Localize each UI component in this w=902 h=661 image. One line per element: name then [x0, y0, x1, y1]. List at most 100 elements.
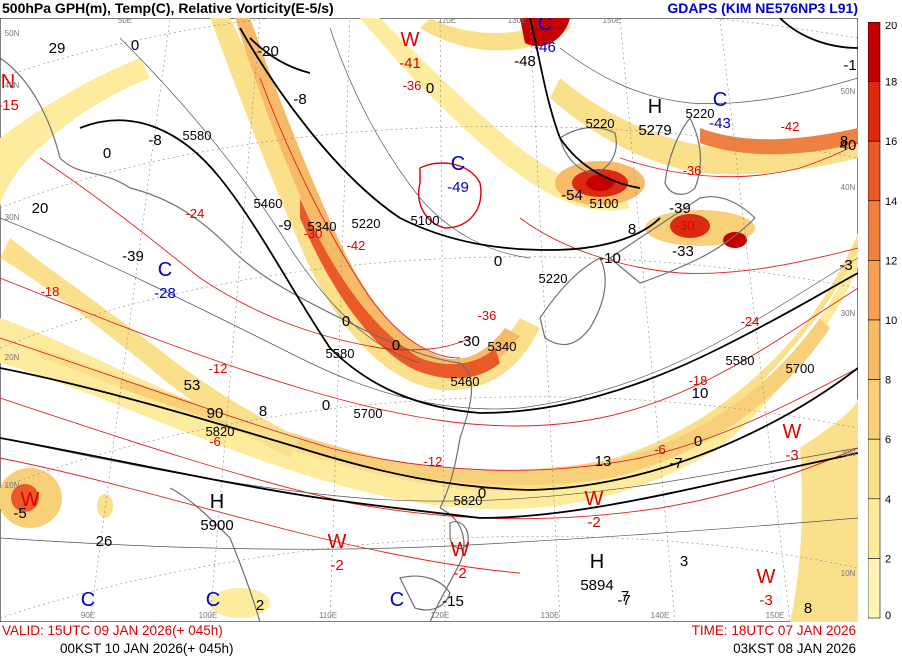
vorticity-value: 3	[680, 553, 688, 570]
colorbar-tick-label: 14	[885, 196, 897, 208]
isotherm-label: -36	[403, 78, 422, 93]
pressure-center-value: 5894	[580, 577, 613, 594]
colorbar-tick-label: 10	[885, 315, 897, 327]
gph-contour-label: 5220	[539, 271, 568, 286]
pressure-center-symbol: C	[713, 89, 727, 111]
colorbar-cell	[868, 260, 881, 321]
longitude-label: 130E	[541, 611, 560, 620]
pressure-center-symbol: W	[585, 488, 604, 510]
longitude-label: 120E	[431, 611, 450, 620]
vorticity-value: -39	[669, 200, 691, 217]
vorticity-value: -9	[278, 217, 291, 234]
vorticity-value: 8	[628, 221, 636, 238]
vorticity-value: 0	[694, 433, 702, 450]
pressure-center-symbol: C	[390, 589, 404, 611]
vorticity-value: 0	[342, 313, 350, 330]
model-name: GDAPS (KIM NE576NP3 L91)	[667, 0, 858, 16]
colorbar-cell	[868, 498, 881, 559]
gph-major-contours	[0, 18, 858, 519]
init-time-utc: TIME: 18UTC 07 JAN 2026	[691, 623, 856, 638]
latitude-label: 10N	[5, 481, 20, 490]
gph-contour-label: 5340	[488, 339, 517, 354]
vorticity-value: -39	[122, 248, 144, 265]
vorticity-value: 8	[840, 133, 848, 150]
vorticity-value: 8	[259, 403, 267, 420]
longitude-label: 110E	[319, 611, 337, 620]
gph-contour-label: 5580	[183, 128, 212, 143]
pressure-center-symbol: C	[538, 18, 552, 35]
colorbar-tick-label: 12	[885, 255, 897, 267]
graticule	[0, 18, 858, 622]
vorticity-value: 0	[392, 337, 400, 354]
colorbar-tick-label: 18	[885, 77, 897, 89]
gph-minor-contours	[0, 27, 858, 550]
pressure-center-symbol: C	[158, 259, 172, 281]
gph-contour-label: 5100	[411, 213, 440, 228]
colorbar-tick-label: 20	[885, 22, 897, 32]
longitude-label: 140E	[651, 611, 670, 620]
pressure-center-value: -3	[785, 447, 798, 464]
isotherm-label: -24	[741, 314, 760, 329]
isotherm-label: -30	[304, 226, 323, 241]
vorticity-value: 0	[494, 253, 502, 270]
valid-time-kst: 00KST 10 JAN 2026(+ 045h)	[60, 641, 234, 656]
vorticity-shading	[0, 18, 858, 622]
longitude-label: 90E	[81, 611, 95, 620]
isotherm-label: -36	[683, 163, 702, 178]
longitude-label: 130E	[508, 18, 527, 25]
isotherm-label: -6	[209, 434, 221, 449]
gph-contour-label: 5580	[726, 353, 755, 368]
pressure-center-symbol: N	[1, 71, 15, 93]
pressure-center-symbol: H	[590, 551, 604, 573]
pressure-center-symbol: W	[451, 539, 470, 561]
longitude-label: 110E	[438, 18, 456, 25]
valid-time-utc: VALID: 15UTC 09 JAN 2026(+ 045h)	[2, 623, 223, 638]
colorbar-cell	[868, 22, 881, 82]
pressure-center-value: -2	[453, 565, 466, 582]
init-time-kst: 03KST 08 JAN 2026	[733, 641, 856, 656]
colorbar-cell	[868, 140, 881, 202]
pressure-center-symbol: W	[401, 29, 420, 51]
pressure-center-symbol: W	[783, 421, 802, 443]
gph-contour-label: 5220	[586, 116, 615, 131]
pressure-center-value: -15	[0, 97, 19, 114]
isotherm-label: -6	[654, 442, 666, 457]
isotherm-label: -12	[209, 361, 228, 376]
gph-contour-label: 5100	[590, 196, 619, 211]
gph-contour-label: 5460	[451, 374, 480, 389]
colorbar-cell	[868, 200, 881, 261]
colorbar-cell	[868, 379, 881, 440]
pressure-center-symbol: H	[210, 491, 224, 513]
vorticity-value: -8	[293, 91, 306, 108]
gph-contour-label: 5820	[454, 493, 483, 508]
vorticity-value: -48	[514, 53, 536, 70]
gph-contour-label: 5700	[354, 406, 383, 421]
latitude-label: 40N	[5, 81, 20, 90]
isotherm-label: -42	[781, 119, 800, 134]
colorbar-tick-label: 4	[885, 494, 891, 506]
vorticity-value: 53	[184, 377, 201, 394]
temperature-isotherms	[0, 77, 858, 574]
pressure-center-value: -28	[154, 285, 176, 302]
vorticity-value: 0	[478, 485, 486, 502]
map-title: 500hPa GPH(m), Temp(C), Relative Vortici…	[2, 0, 334, 16]
isotherm-label: -18	[689, 373, 708, 388]
vorticity-value: -10	[599, 250, 621, 267]
latitude-label: 20N	[841, 449, 856, 458]
vorticity-value: -54	[561, 187, 583, 204]
pressure-center-value: -2	[587, 514, 600, 531]
gph-contour-label: 5340	[308, 219, 337, 234]
pressure-center-symbol: C	[81, 589, 95, 611]
latitude-label: 30N	[5, 213, 20, 222]
pressure-center-symbol: C	[206, 589, 220, 611]
colorbar-cell	[868, 81, 881, 142]
pressure-center-value: -41	[399, 55, 421, 72]
isotherm-label: -30	[676, 218, 695, 233]
pressure-center-value: -49	[447, 179, 469, 196]
vorticity-value: 40	[840, 137, 857, 154]
pressure-center-symbol: W	[328, 531, 347, 553]
vorticity-value: 7	[621, 588, 629, 605]
colorbar-cell	[868, 319, 881, 380]
